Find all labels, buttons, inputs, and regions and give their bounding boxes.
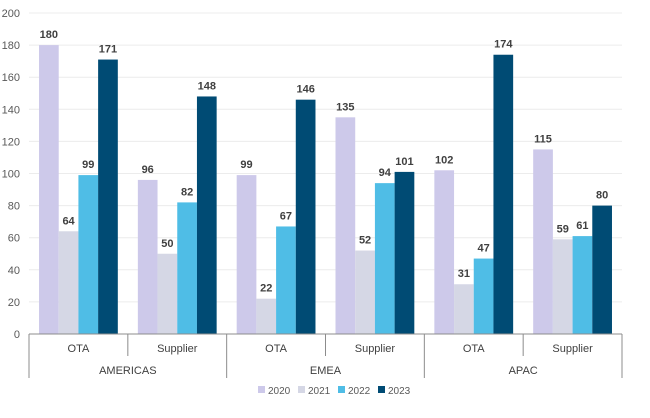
region-label: EMEA: [310, 365, 342, 377]
bar-2023: [295, 99, 316, 334]
y-tick-label: 80: [8, 201, 20, 213]
data-label: 99: [240, 159, 252, 171]
legend-label: 2020: [268, 386, 291, 397]
y-tick-label: 100: [2, 169, 20, 181]
data-label: 171: [99, 44, 117, 56]
data-label: 47: [477, 243, 489, 255]
bar-2021: [256, 298, 277, 334]
y-tick-label: 0: [14, 329, 20, 341]
y-tick-label: 20: [8, 297, 20, 309]
y-tick-label: 160: [2, 72, 20, 84]
bar-2022: [572, 236, 593, 334]
data-label: 64: [62, 215, 75, 227]
data-label: 180: [40, 29, 58, 41]
data-label: 148: [198, 80, 216, 92]
y-tick-label: 40: [8, 265, 20, 277]
bar-2023: [394, 171, 415, 334]
bar-2023: [592, 205, 612, 334]
data-label: 59: [557, 223, 569, 235]
data-label: 94: [379, 167, 392, 179]
data-label: 82: [181, 186, 193, 198]
y-tick-label: 180: [2, 40, 20, 52]
bar-2020: [335, 117, 356, 334]
data-label: 52: [359, 235, 371, 247]
category-label: Supplier: [157, 343, 198, 355]
legend-swatch-2020: [258, 386, 265, 393]
bar-2020: [236, 175, 257, 334]
bar-2021: [355, 250, 375, 334]
legend-label: 2021: [308, 386, 331, 397]
bar-2021: [552, 239, 573, 334]
bar-2022: [177, 202, 197, 334]
category-label: Supplier: [552, 343, 593, 355]
bar-2023: [493, 54, 514, 334]
bar-2023: [98, 59, 118, 335]
data-label: 101: [395, 156, 413, 168]
category-label: OTA: [463, 343, 485, 355]
category-label: Supplier: [355, 343, 396, 355]
legend-swatch-2023: [378, 386, 385, 393]
legend-label: 2023: [388, 386, 411, 397]
bar-2023: [196, 96, 217, 335]
data-label: 50: [161, 238, 173, 250]
legend-label: 2022: [348, 386, 371, 397]
y-tick-label: 140: [2, 104, 20, 116]
data-label: 115: [534, 133, 552, 145]
data-label: 22: [260, 283, 272, 295]
category-label: OTA: [265, 343, 287, 355]
data-label: 99: [82, 159, 94, 171]
bar-2022: [78, 175, 99, 334]
bar-2020: [137, 179, 158, 334]
data-label: 80: [596, 190, 608, 202]
region-label: APAC: [509, 365, 538, 377]
y-tick-label: 200: [2, 8, 20, 20]
bar-2021: [454, 284, 474, 334]
bar-2021: [157, 253, 178, 334]
bar-2022: [374, 183, 395, 334]
bar-2022: [473, 258, 494, 334]
bar-2020: [434, 170, 455, 334]
y-tick-label: 120: [2, 136, 20, 148]
data-label: 135: [336, 101, 354, 113]
data-label: 31: [458, 268, 470, 280]
y-tick-label: 60: [8, 233, 20, 245]
bar-2020: [533, 149, 553, 334]
bar-2021: [58, 231, 79, 334]
data-label: 102: [435, 154, 453, 166]
legend-swatch-2022: [338, 386, 345, 393]
data-label: 96: [142, 164, 154, 176]
data-label: 61: [576, 220, 588, 232]
data-label: 67: [280, 210, 292, 222]
bar-2020: [39, 45, 59, 334]
region-label: AMERICAS: [99, 365, 156, 377]
legend-swatch-2021: [298, 386, 305, 393]
category-label: OTA: [68, 343, 90, 355]
bar-2022: [276, 226, 296, 334]
data-label: 146: [296, 84, 314, 96]
data-label: 174: [494, 39, 513, 51]
